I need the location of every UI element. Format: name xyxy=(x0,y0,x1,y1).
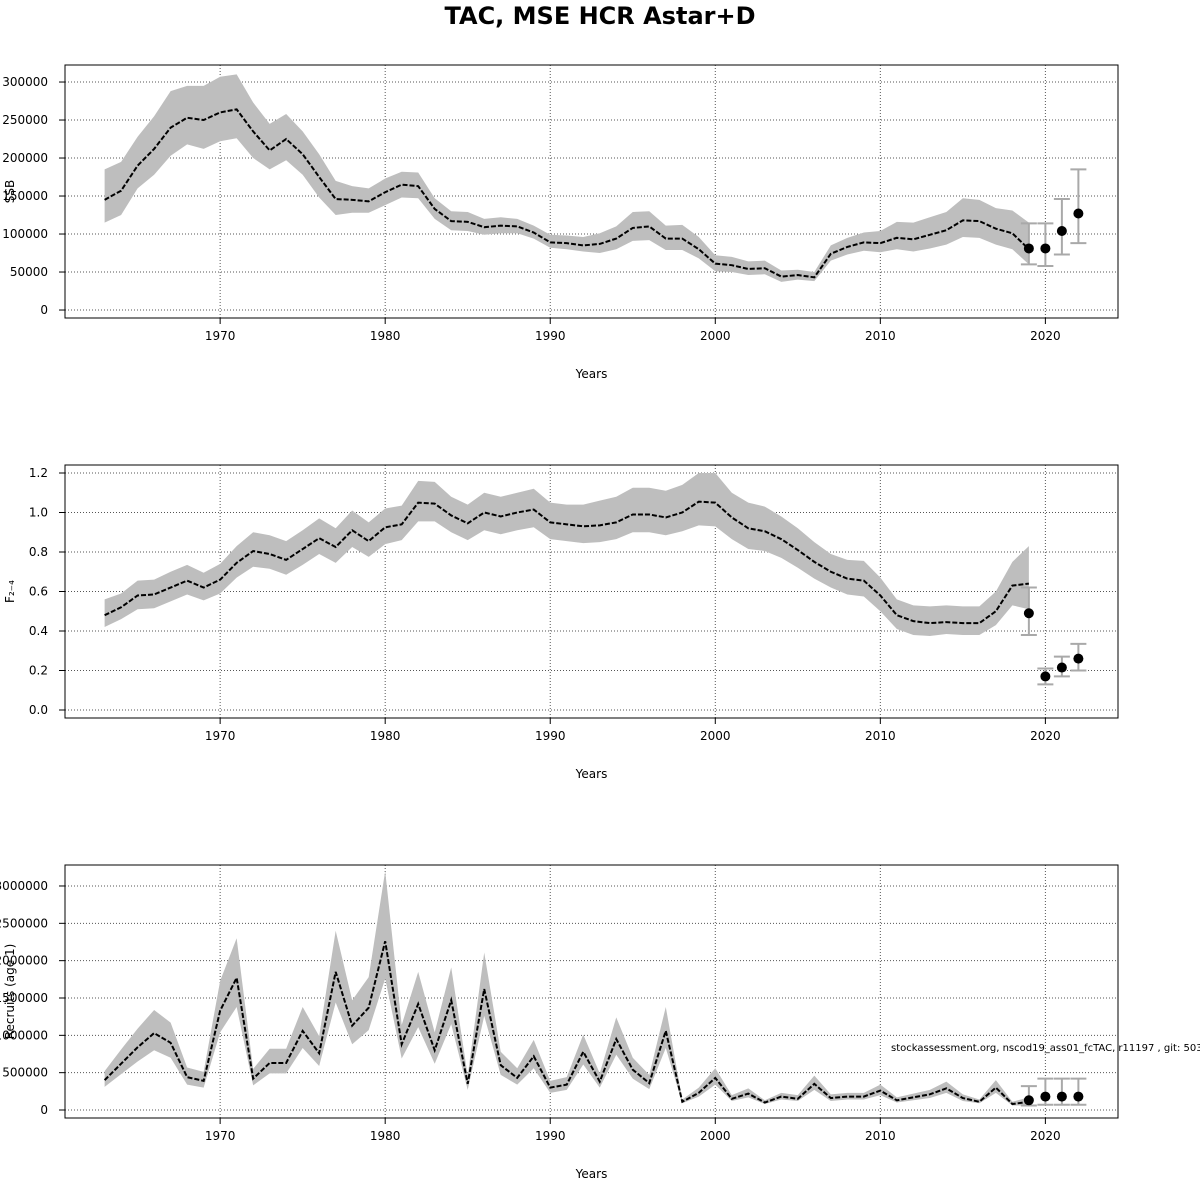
confidence-band xyxy=(104,871,1029,1106)
y-tick-label: 300000 xyxy=(2,75,48,89)
estimate-line xyxy=(104,108,1030,279)
confidence-band xyxy=(104,74,1029,282)
x-tick-label: 1980 xyxy=(370,729,401,743)
point xyxy=(1023,243,1034,254)
y-tick-label: 0.6 xyxy=(29,585,48,599)
point xyxy=(1040,243,1051,254)
point xyxy=(1023,608,1034,619)
y-tick-label: 0.8 xyxy=(29,545,48,559)
y-axis-label: Recruits (age 1) xyxy=(3,944,17,1040)
x-tick-label: 1990 xyxy=(535,1129,566,1143)
point xyxy=(1056,225,1067,236)
x-axis-label: Years xyxy=(575,767,608,781)
y-tick-label: 150000 xyxy=(2,189,48,203)
y-axis-label: SSB xyxy=(3,180,17,203)
y-tick-label: 0.2 xyxy=(29,664,48,678)
y-tick-label: 50000 xyxy=(10,265,48,279)
y-tick-label: 2500000 xyxy=(0,916,48,930)
y-tick-label: 500000 xyxy=(2,1066,48,1080)
y-tick-label: 250000 xyxy=(2,113,48,127)
x-tick-label: 2020 xyxy=(1030,1129,1061,1143)
x-tick-label: 2000 xyxy=(700,1129,731,1143)
y-tick-label: 1.2 xyxy=(29,466,48,480)
x-tick-label: 2000 xyxy=(700,329,731,343)
y-tick-label: 0.4 xyxy=(29,624,48,638)
y-tick-label: 0.0 xyxy=(29,703,48,717)
y-tick-label: 1500000 xyxy=(0,991,48,1005)
x-tick-label: 1990 xyxy=(535,329,566,343)
x-axis-label: Years xyxy=(575,1167,608,1181)
y-tick-label: 100000 xyxy=(2,227,48,241)
point xyxy=(1073,653,1084,664)
x-tick-label: 2010 xyxy=(865,329,896,343)
chart-title: TAC, MSE HCR Astar+D xyxy=(444,2,755,30)
x-tick-label: 2010 xyxy=(865,729,896,743)
x-tick-label: 2010 xyxy=(865,1129,896,1143)
x-tick-label: 1990 xyxy=(535,729,566,743)
x-axis-label: Years xyxy=(575,367,608,381)
y-tick-label: 0 xyxy=(40,1103,48,1117)
y-tick-label: 200000 xyxy=(2,151,48,165)
plot-frame xyxy=(64,464,1119,719)
plot-frame xyxy=(64,864,1119,1119)
point xyxy=(1056,1091,1067,1102)
point xyxy=(1040,1091,1051,1102)
x-tick-label: 2020 xyxy=(1030,729,1061,743)
annotation: stockassessment.org, nscod19_ass01_fcTAC… xyxy=(891,1043,1200,1054)
x-tick-label: 2000 xyxy=(700,729,731,743)
y-tick-label: 0 xyxy=(40,303,48,317)
point xyxy=(1073,1091,1084,1102)
x-tick-label: 1980 xyxy=(370,329,401,343)
y-tick-label: 1000000 xyxy=(0,1028,48,1042)
point xyxy=(1056,662,1067,673)
estimate-line xyxy=(104,500,1029,625)
y-tick-label: 2000000 xyxy=(0,954,48,968)
estimate-line xyxy=(103,941,1030,1106)
x-tick-label: 2020 xyxy=(1030,329,1061,343)
confidence-band xyxy=(104,472,1029,636)
x-tick-label: 1980 xyxy=(370,1129,401,1143)
x-tick-label: 1970 xyxy=(205,729,236,743)
point xyxy=(1040,671,1051,682)
y-tick-label: 3000000 xyxy=(0,879,48,893)
y-tick-label: 1.0 xyxy=(29,505,48,519)
plot-frame xyxy=(64,64,1119,319)
x-tick-label: 1970 xyxy=(205,329,236,343)
x-tick-label: 1970 xyxy=(205,1129,236,1143)
point xyxy=(1023,1095,1034,1106)
point xyxy=(1073,208,1084,219)
y-axis-label: F₂₋₄ xyxy=(3,580,17,603)
